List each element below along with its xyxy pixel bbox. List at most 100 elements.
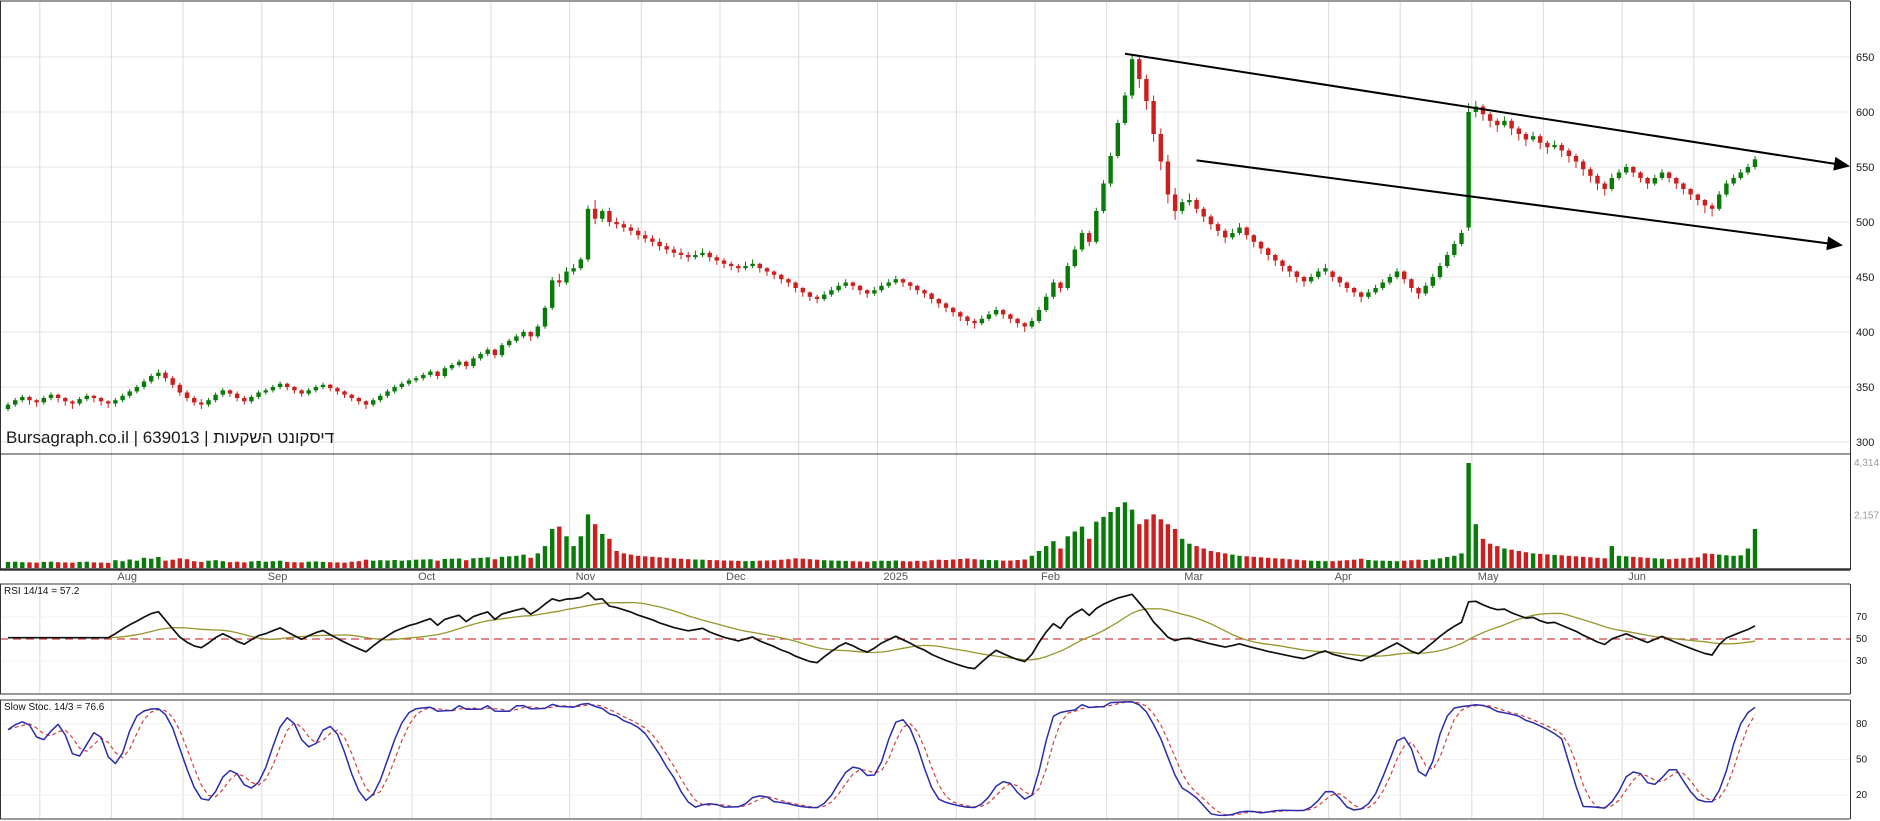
volume-bar — [1588, 557, 1593, 568]
candle-body — [349, 394, 354, 398]
candle-body — [91, 395, 97, 398]
volume-bar — [1337, 560, 1342, 568]
volume-bar — [528, 557, 533, 568]
volume-bar — [771, 560, 777, 568]
volume-bar — [84, 561, 89, 568]
candle-body — [879, 285, 884, 291]
candle-body — [449, 365, 455, 369]
volume-bar — [836, 560, 841, 568]
candle-body — [571, 268, 576, 272]
candle-body — [1409, 279, 1414, 288]
candle-body — [320, 384, 326, 387]
candle-body — [270, 387, 276, 391]
candle-body — [328, 384, 333, 389]
price-tick-label: 550 — [1856, 162, 1874, 174]
volume-bar — [1566, 555, 1572, 568]
candle-body — [693, 255, 698, 258]
candle-body — [277, 383, 283, 387]
volume-bar — [1058, 548, 1063, 568]
candle-body — [1215, 224, 1221, 231]
candle-body — [55, 394, 61, 398]
volume-bar — [535, 553, 540, 568]
volume-bar — [514, 555, 519, 568]
stoch-d-line — [7, 701, 1756, 816]
volume-bar — [1294, 559, 1299, 568]
volume-bar — [1280, 558, 1285, 568]
candle-body — [743, 266, 748, 269]
candle-body — [836, 285, 841, 291]
candle-body — [299, 390, 304, 394]
volume-bar — [1409, 560, 1414, 568]
candle-body — [1029, 321, 1035, 327]
volume-bar — [1552, 554, 1557, 568]
volume-bar — [628, 554, 634, 568]
candle-body — [1180, 202, 1185, 211]
candle-body — [671, 249, 677, 253]
candle-body — [206, 400, 211, 405]
candle-body — [1301, 277, 1307, 282]
candle-body — [535, 326, 540, 337]
volume-bar — [456, 558, 462, 568]
candle-body — [1588, 169, 1593, 176]
candle-body — [814, 296, 820, 299]
volume-bar — [1681, 558, 1686, 568]
candle-body — [929, 293, 934, 299]
volume-bar — [814, 559, 820, 568]
candle-body — [13, 400, 18, 405]
volume-bar — [1323, 561, 1328, 568]
candle-body — [406, 380, 412, 384]
volume-bar — [1230, 554, 1235, 568]
volume-bar — [822, 560, 827, 568]
volume-bar — [893, 560, 898, 568]
stoch-tick-label: 80 — [1856, 719, 1868, 730]
candle-body — [1473, 106, 1478, 112]
candle-body — [850, 282, 856, 286]
price-tick-label: 500 — [1856, 217, 1874, 229]
volume-bar — [428, 559, 433, 568]
candle-body — [1552, 145, 1557, 148]
volume-bar — [242, 562, 247, 568]
volume-bar — [1366, 560, 1371, 568]
candle-body — [1323, 268, 1328, 272]
volume-bar — [1530, 553, 1536, 568]
month-label: Dec — [726, 571, 746, 583]
candle-body — [106, 401, 111, 404]
volume-bar — [1423, 560, 1428, 568]
candle-body — [1717, 194, 1722, 209]
volume-bar — [800, 558, 805, 568]
volume-bar — [1208, 551, 1214, 568]
candle-body — [507, 340, 512, 346]
candle-body — [113, 400, 118, 404]
price-tick-label: 300 — [1856, 437, 1874, 449]
candle-body — [1237, 227, 1242, 233]
volume-bar — [5, 561, 11, 568]
candle-body — [1072, 249, 1077, 266]
volume-bar — [141, 557, 147, 568]
candle-body — [141, 381, 147, 387]
volume-bar — [1624, 556, 1629, 568]
candle-body — [1337, 277, 1342, 283]
volume-bar — [1072, 531, 1077, 568]
volume-bar — [192, 561, 197, 568]
volume-bar — [922, 561, 927, 568]
volume-bar — [1473, 524, 1478, 568]
candle-body — [1609, 178, 1614, 189]
volume-bar — [1244, 556, 1249, 568]
volume-bar — [757, 560, 762, 568]
candle-body — [750, 263, 755, 266]
candle-body — [263, 390, 268, 393]
volume-bar — [564, 536, 569, 568]
volume-bar — [299, 562, 304, 568]
volume-bar — [1609, 546, 1614, 568]
candle-body — [786, 279, 791, 283]
volume-bar — [614, 551, 619, 568]
volume-bar — [421, 559, 426, 568]
volume-bar — [1180, 538, 1185, 568]
candle-body — [1001, 310, 1006, 315]
volume-bar — [1437, 558, 1443, 568]
candle-body — [77, 399, 82, 404]
volume-bar — [478, 557, 483, 568]
candle-body — [700, 252, 705, 255]
candle-body — [492, 349, 498, 356]
candle-body — [872, 290, 877, 294]
